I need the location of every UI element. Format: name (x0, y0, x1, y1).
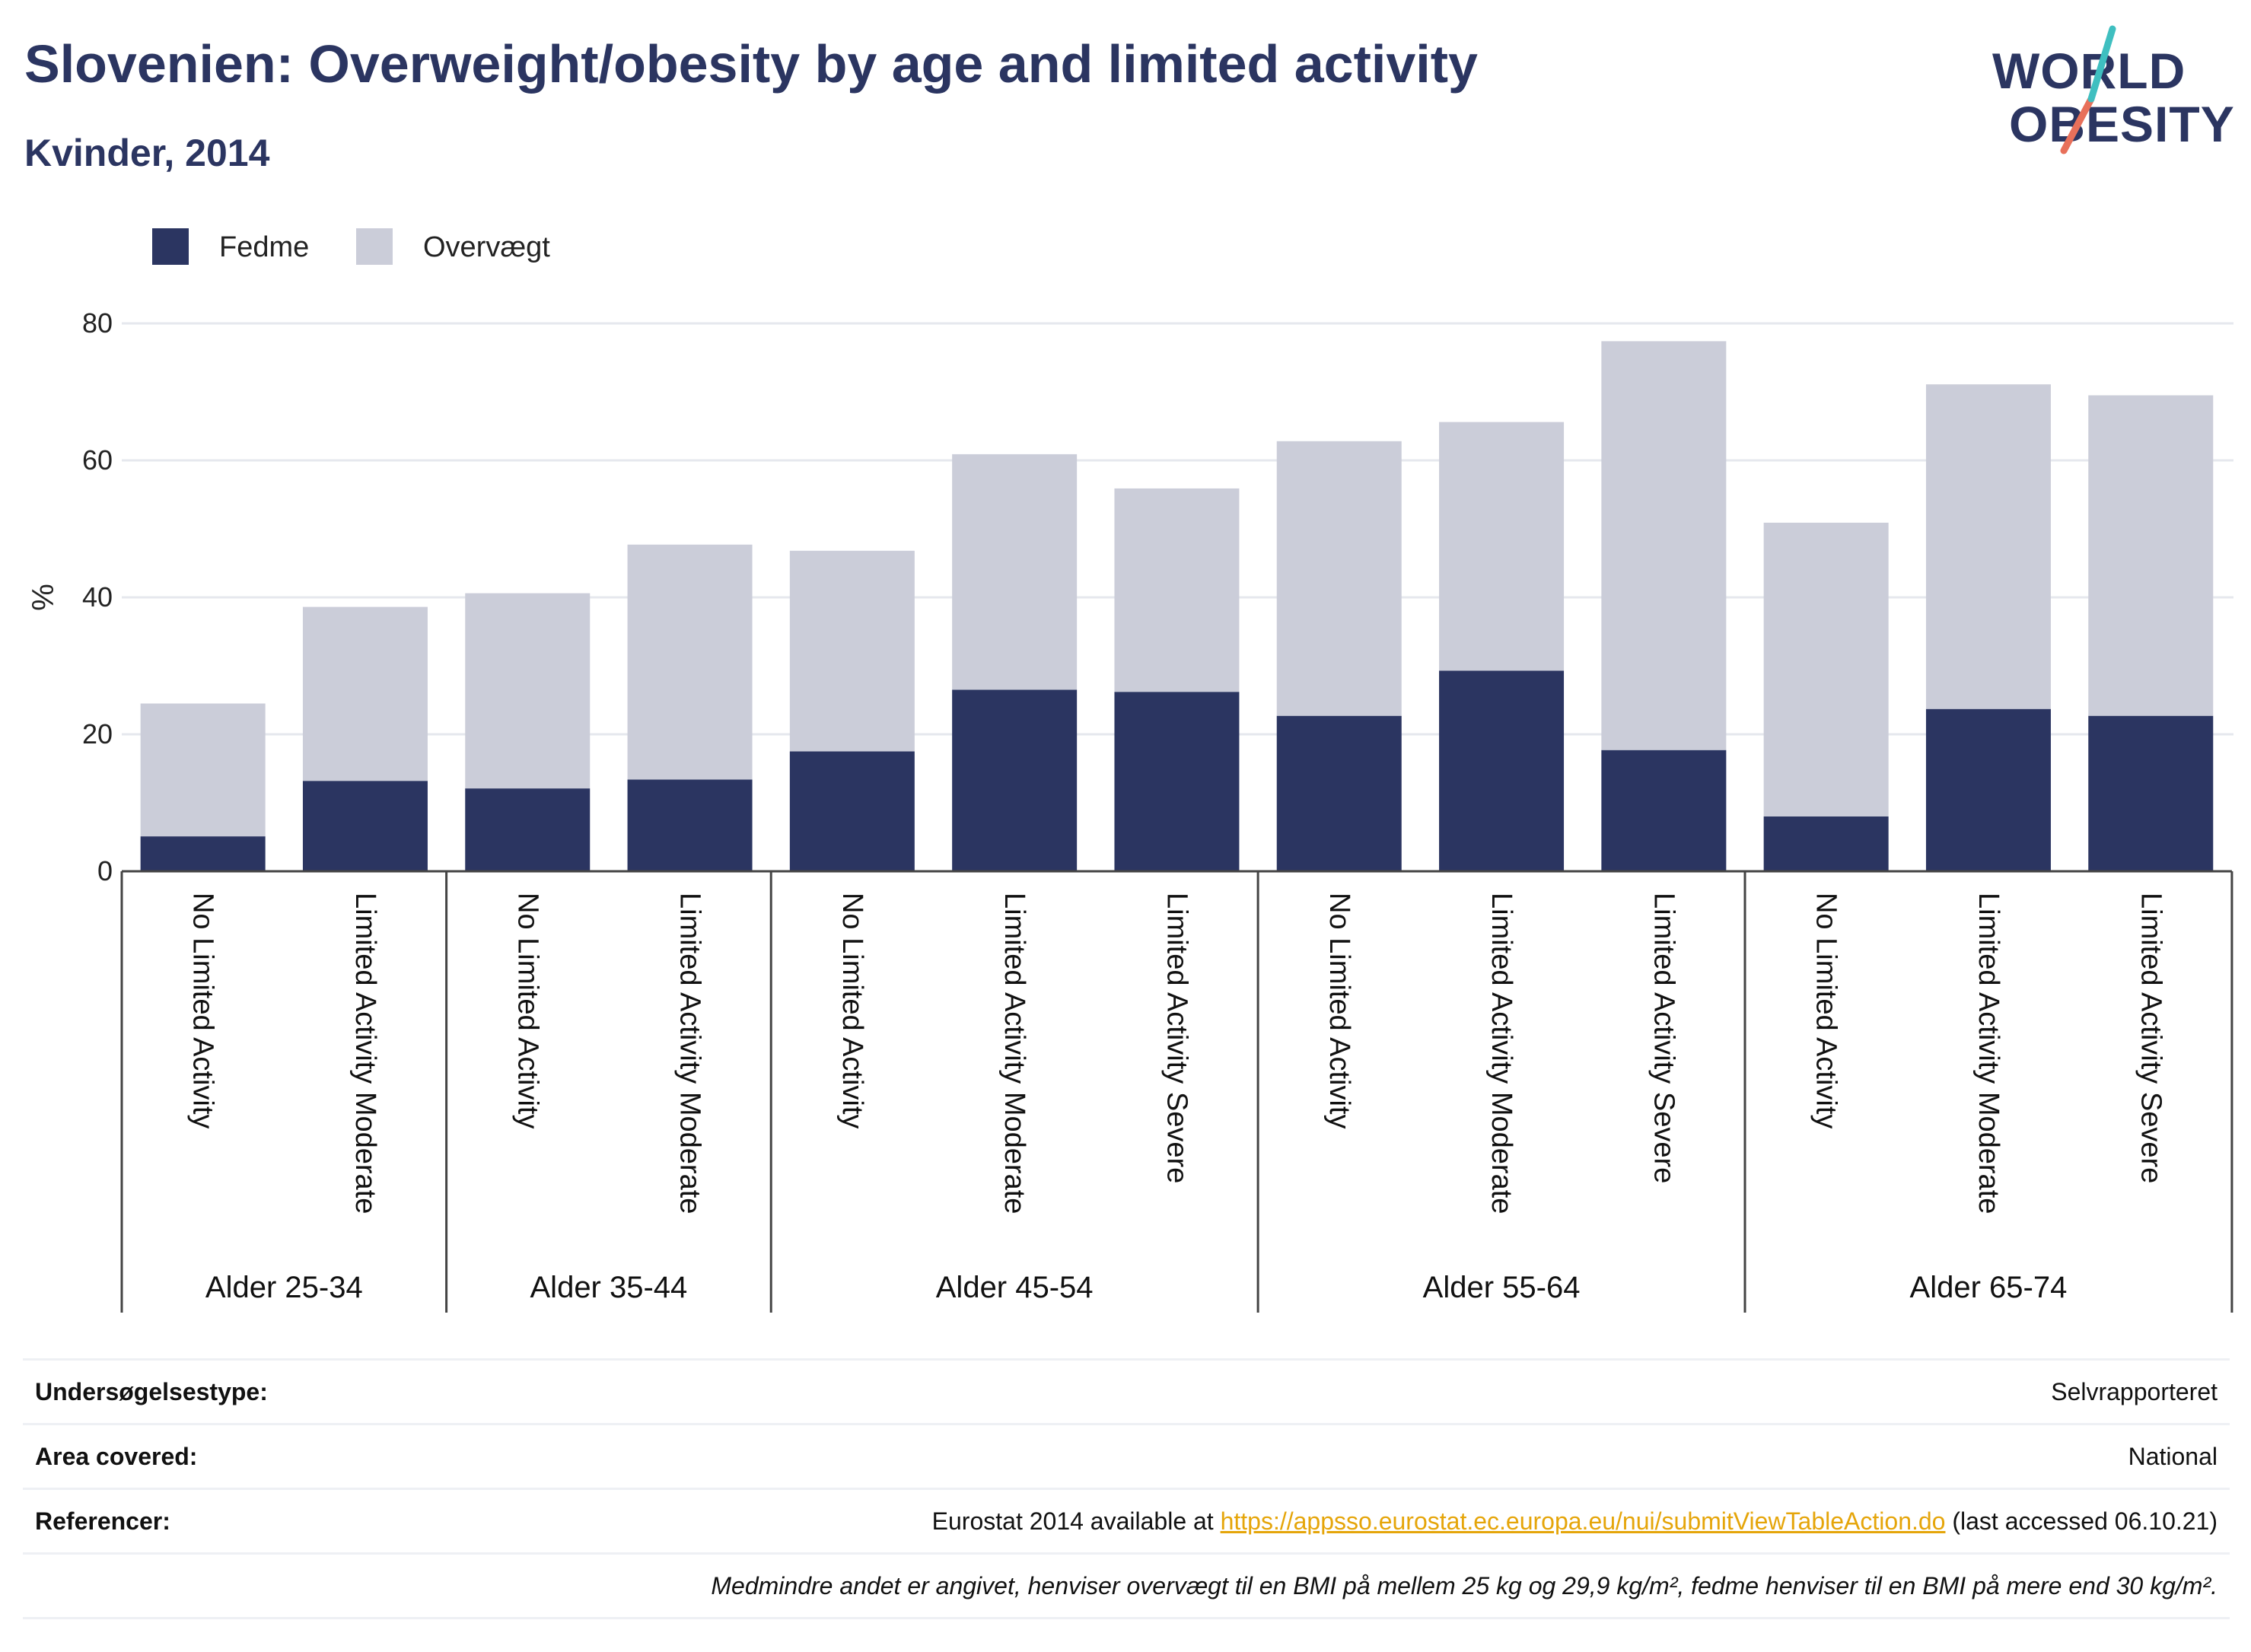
chart-title: Slovenien: Overweight/obesity by age and… (24, 34, 1478, 94)
category-label: No Limited Activity (1810, 893, 1842, 1128)
survey-type-label: Undersøgelsestype: (35, 1377, 268, 1405)
references-label: Referencer: (35, 1507, 170, 1535)
bar-fedme (1763, 816, 1889, 871)
bar-fedme (302, 781, 428, 871)
reference-link[interactable]: https://appsso.eurostat.ec.europa.eu/nui… (1220, 1507, 1946, 1535)
category-label: No Limited Activity (187, 893, 219, 1128)
y-tick-label: 80 (82, 307, 113, 339)
bar-overv-gt (302, 606, 428, 781)
category-label: Limited Activity Moderate (998, 893, 1030, 1214)
metadata-table: Undersøgelsestype: Selvrapporteret Area … (23, 1358, 2230, 1619)
bar-overv-gt (1114, 488, 1240, 692)
bar-fedme (789, 751, 915, 871)
group-label: Alder 55-64 (1423, 1271, 1581, 1304)
y-tick-label: 0 (97, 855, 113, 886)
y-tick-label: 60 (82, 444, 113, 476)
meta-row-note: Medmindre andet er angivet, henviser ove… (23, 1552, 2230, 1619)
logo-slash-icon (2060, 25, 2116, 154)
category-label: No Limited Activity (511, 893, 543, 1128)
bar-fedme (952, 689, 1078, 871)
bar-overv-gt (789, 550, 915, 752)
bar-fedme (1114, 692, 1240, 871)
legend-swatch (152, 228, 189, 265)
bar-overv-gt (1439, 422, 1565, 671)
category-label: Limited Activity Severe (1648, 893, 1679, 1183)
references-value: Eurostat 2014 available at https://appss… (932, 1507, 2230, 1536)
bar-fedme (140, 836, 266, 871)
logo-line-1: WORLD (1992, 43, 2186, 99)
bar-fedme (1276, 715, 1402, 871)
stacked-bar-chart: 0 20 40 60 80% No Limited Activity Limited Act… (27, 228, 2233, 1313)
bar-overv-gt (140, 703, 266, 837)
area-covered-value: National (2128, 1442, 2218, 1470)
category-label: Limited Activity Severe (2135, 893, 2167, 1183)
bar-overv-gt (1276, 441, 1402, 716)
legend-swatch (356, 228, 393, 265)
chart-subtitle: Kvinder, 2014 (24, 132, 270, 174)
area-covered-label: Area covered: (35, 1442, 198, 1470)
bar-overv-gt (1763, 522, 1889, 816)
category-label: Limited Activity Moderate (674, 893, 706, 1214)
legend-label: Overvægt (423, 231, 550, 263)
bar-fedme (1601, 750, 1727, 871)
category-label: No Limited Activity (1323, 893, 1355, 1128)
world-obesity-logo: WORLD OBESITY (1979, 23, 2237, 160)
y-axis-label: % (27, 584, 60, 611)
bmi-definition-note: Medmindre andet er angivet, henviser ove… (711, 1571, 2218, 1599)
bar-fedme (1439, 670, 1565, 871)
bar-overv-gt (952, 454, 1078, 690)
group-label: Alder 35-44 (530, 1271, 688, 1304)
reference-suffix: (last accessed 06.10.21) (1945, 1507, 2218, 1535)
bar-overv-gt (1925, 384, 2051, 709)
group-label: Alder 45-54 (936, 1271, 1094, 1304)
bar-fedme (627, 779, 753, 871)
bar-overv-gt (627, 544, 753, 780)
y-tick-label: 40 (82, 581, 113, 613)
survey-type-value: Selvrapporteret (2051, 1377, 2218, 1405)
reference-prefix: Eurostat 2014 available at (931, 1507, 1221, 1535)
meta-row-area: Area covered: National (23, 1423, 2230, 1488)
bar-overv-gt (1601, 341, 1727, 750)
group-label: Alder 65-74 (1910, 1271, 2068, 1304)
logo-line-2: OBESITY (2009, 96, 2235, 152)
category-label: Limited Activity Moderate (1972, 893, 2004, 1214)
category-label: Limited Activity Severe (1161, 893, 1192, 1183)
bar-fedme (2088, 715, 2214, 871)
category-label: No Limited Activity (836, 893, 868, 1128)
category-label: Limited Activity Moderate (1485, 893, 1517, 1214)
bar-fedme (1925, 708, 2051, 871)
legend-label: Fedme (219, 231, 309, 263)
meta-row-references: Referencer: Eurostat 2014 available at h… (23, 1488, 2230, 1552)
group-label: Alder 25-34 (205, 1271, 363, 1304)
y-tick-label: 20 (82, 718, 113, 750)
bar-fedme (465, 788, 591, 871)
bar-overv-gt (465, 593, 591, 789)
bar-overv-gt (2088, 395, 2214, 716)
meta-row-survey: Undersøgelsestype: Selvrapporteret (23, 1358, 2230, 1423)
category-label: Limited Activity Moderate (349, 893, 381, 1214)
